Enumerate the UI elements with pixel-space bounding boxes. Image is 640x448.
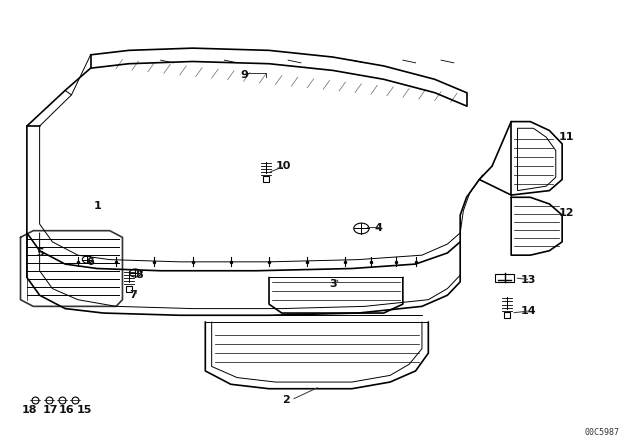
Text: 12: 12	[559, 208, 575, 218]
Text: 3: 3	[330, 279, 337, 289]
Text: 11: 11	[559, 132, 575, 142]
Text: 8: 8	[135, 270, 143, 280]
Text: 17: 17	[43, 405, 58, 415]
Text: 1: 1	[94, 201, 102, 211]
Text: 00C5987: 00C5987	[584, 428, 620, 437]
Text: 6: 6	[86, 257, 94, 267]
Text: 16: 16	[59, 405, 74, 415]
Text: 10: 10	[275, 161, 291, 171]
Text: 9: 9	[241, 70, 248, 80]
Text: 13: 13	[521, 275, 536, 284]
Text: 18: 18	[22, 405, 37, 415]
Text: 5: 5	[36, 248, 44, 258]
Text: 7: 7	[129, 290, 136, 300]
Text: 14: 14	[521, 306, 536, 316]
Text: 15: 15	[77, 405, 92, 415]
Text: 2: 2	[282, 395, 289, 405]
Text: 4: 4	[374, 223, 382, 233]
Bar	[495, 274, 515, 282]
